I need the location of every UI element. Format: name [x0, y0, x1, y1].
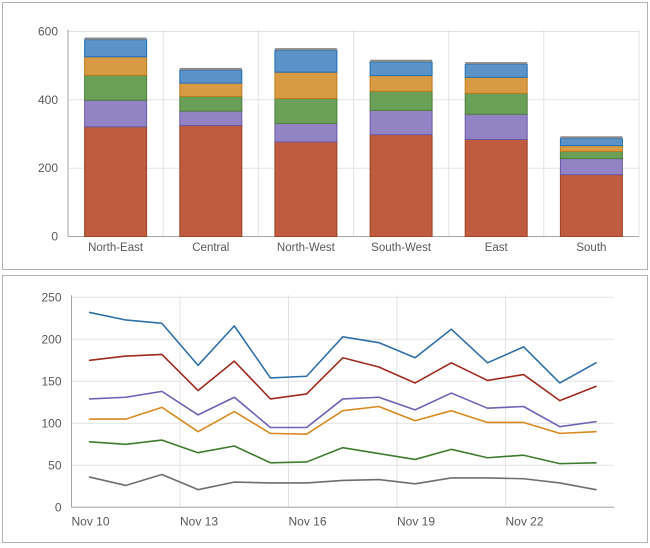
svg-text:400: 400 — [38, 93, 58, 107]
svg-text:East: East — [485, 242, 509, 254]
svg-text:Central: Central — [192, 242, 229, 254]
svg-text:200: 200 — [38, 161, 58, 175]
svg-text:Nov 16: Nov 16 — [289, 514, 327, 528]
svg-text:0: 0 — [51, 230, 58, 244]
svg-text:Nov 10: Nov 10 — [72, 514, 110, 528]
svg-text:Nov 22: Nov 22 — [506, 514, 544, 528]
svg-text:250: 250 — [41, 290, 61, 304]
svg-text:Nov 19: Nov 19 — [397, 514, 435, 528]
svg-text:North-West: North-West — [277, 242, 336, 254]
svg-text:Nov 13: Nov 13 — [180, 514, 218, 528]
svg-text:150: 150 — [41, 374, 61, 388]
svg-text:200: 200 — [41, 332, 61, 346]
svg-text:South-West: South-West — [371, 242, 432, 254]
svg-text:50: 50 — [48, 458, 62, 472]
svg-text:0: 0 — [55, 500, 62, 514]
svg-text:North-East: North-East — [88, 242, 144, 254]
svg-text:South: South — [576, 242, 606, 254]
svg-text:600: 600 — [38, 25, 58, 39]
svg-text:100: 100 — [41, 416, 61, 430]
